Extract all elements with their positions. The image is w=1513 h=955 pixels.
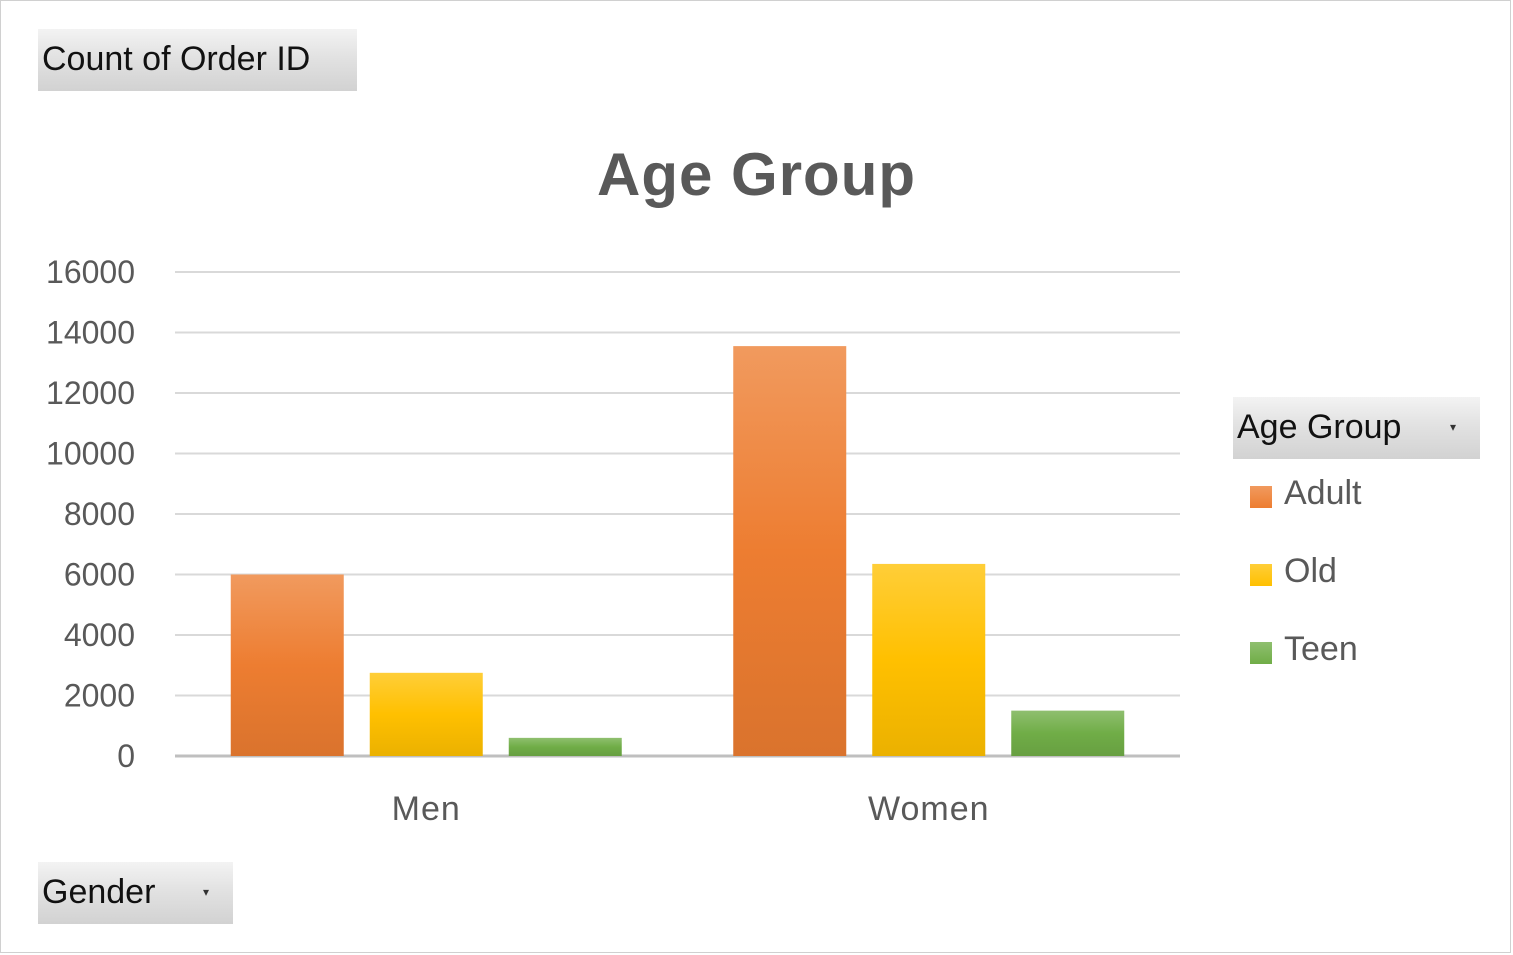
y-tick-label: 10000 (46, 436, 135, 472)
legend-label: Adult (1284, 474, 1362, 512)
axis-field-button[interactable]: Gender ▾ (38, 862, 233, 924)
y-axis: 0 2000 4000 6000 8000 10000 12000 14000 16000 (46, 254, 135, 774)
y-tick-label: 14000 (46, 315, 135, 351)
y-tick-label: 12000 (46, 375, 135, 411)
legend-swatch (1250, 486, 1272, 508)
x-category-label: Women (868, 790, 990, 828)
bar-old-women[interactable] (872, 563, 986, 756)
y-tick-label: 16000 (46, 254, 135, 290)
axis-field-label: Gender (42, 873, 156, 911)
chevron-down-icon[interactable]: ▾ (202, 885, 209, 899)
y-tick-label: 8000 (64, 496, 135, 532)
values-field-label: Count of Order ID (42, 40, 311, 78)
x-category-label: Men (392, 790, 461, 828)
legend-field-button[interactable]: Age Group ▾ (1233, 397, 1480, 459)
legend-label: Teen (1284, 630, 1358, 668)
values-field-button[interactable]: Count of Order ID (38, 29, 357, 91)
y-tick-label: 2000 (64, 678, 135, 714)
plot-bars (230, 346, 1125, 757)
bar-adult-men[interactable] (230, 574, 344, 757)
bar-old-men[interactable] (369, 672, 483, 756)
bar-adult-women[interactable] (733, 346, 847, 756)
legend-swatch (1250, 564, 1272, 586)
x-axis: Men Women (392, 790, 990, 828)
y-tick-label: 6000 (64, 557, 135, 593)
legend-swatch (1250, 642, 1272, 664)
legend-label: Old (1284, 552, 1337, 590)
bar-teen-men[interactable] (508, 737, 622, 756)
bar-teen-women[interactable] (1011, 710, 1125, 756)
chevron-down-icon[interactable]: ▾ (1449, 420, 1456, 434)
y-tick-label: 0 (117, 738, 135, 774)
legend-field-label: Age Group (1237, 408, 1402, 446)
chart-title: Age Group (597, 141, 916, 208)
y-tick-label: 4000 (64, 617, 135, 653)
